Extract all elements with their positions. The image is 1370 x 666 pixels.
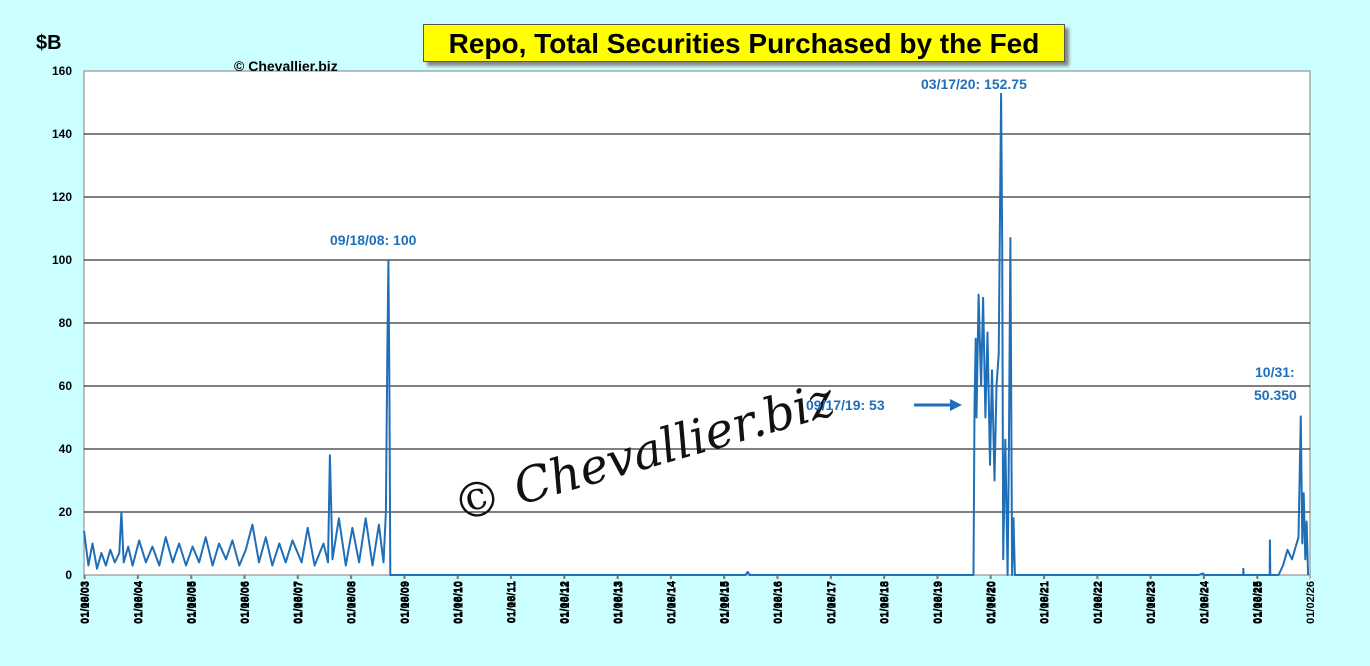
- x-tick-label: 01/10/04: [133, 580, 145, 624]
- y-tick-label: 100: [52, 253, 72, 267]
- x-tick-label: 01/10/20: [986, 581, 998, 624]
- x-tick-label: 01/10/17: [826, 581, 838, 624]
- x-tick-label: 01/02/24: [1198, 580, 1210, 624]
- x-tick-label: 01/06/05: [186, 581, 198, 624]
- x-tick-label: 01/02/04: [132, 580, 144, 624]
- x-tick-label: 01/06/20: [986, 581, 998, 624]
- x-tick-label: 01/06/25: [1252, 581, 1264, 624]
- y-axis-unit-label: $B: [36, 32, 62, 54]
- x-tick-label: 01/10/06: [240, 581, 252, 624]
- x-tick-label: 01/10/09: [400, 581, 412, 624]
- y-tick-label: 60: [59, 379, 73, 393]
- x-tick-label: 01/06/03: [80, 581, 92, 624]
- x-tick-label: 01/02/08: [345, 581, 357, 624]
- y-tick-label: 120: [52, 190, 72, 204]
- x-tick-label: 01/02/11: [505, 581, 517, 623]
- chart-title: Repo, Total Securities Purchased by the …: [423, 24, 1065, 62]
- x-tick-label: 01/02/18: [879, 581, 891, 624]
- x-tick-label: 01/02/17: [825, 581, 837, 624]
- x-tick-label: 01/10/14: [667, 580, 679, 624]
- x-tick-label: 01/06/13: [613, 581, 625, 624]
- x-tick-label: 01/06/23: [1146, 581, 1158, 624]
- x-tick-label: 01/02/14: [665, 580, 677, 624]
- x-tick-label: 01/10/10: [453, 581, 465, 624]
- x-tick-label: 01/10/18: [880, 581, 892, 624]
- x-tick-label: 01/02/05: [186, 581, 198, 624]
- x-tick-label: 01/06/19: [932, 581, 944, 624]
- annotation-2025-date: 10/31:: [1255, 364, 1295, 380]
- x-tick-label: 01/06/15: [719, 581, 731, 624]
- x-tick-label: 01/10/08: [347, 581, 359, 624]
- y-axis-tick-labels: 0 20 40 60 80 100 120 140 160: [52, 64, 72, 582]
- x-tick-label: 01/06/07: [293, 581, 305, 624]
- x-tick-label: 01/02/26: [1305, 581, 1317, 624]
- x-tick-label: 01/10/07: [293, 581, 305, 624]
- x-tick-label: 01/06/22: [1092, 581, 1104, 624]
- x-tick-label: 01/02/19: [932, 581, 944, 624]
- x-tick-label: 01/02/16: [772, 581, 784, 624]
- y-tick-label: 160: [52, 64, 72, 78]
- annotation-2019-spike: 09/17/19: 53: [806, 397, 885, 413]
- x-tick-label: 01/10/13: [613, 581, 625, 624]
- x-tick-label: 01/06/06: [240, 581, 252, 624]
- x-tick-label: 01/02/12: [559, 581, 571, 624]
- y-tick-label: 20: [59, 505, 73, 519]
- x-tick-label: 01/10/24: [1199, 580, 1211, 624]
- gridlines: [84, 133, 1310, 513]
- x-tick-label: 01/10/03: [80, 581, 92, 624]
- x-tick-label: 01/02/13: [612, 581, 624, 624]
- series-line-repo: [83, 92, 1310, 576]
- x-tick-label: 01/10/05: [187, 581, 199, 624]
- x-tick-label: 01/10/12: [560, 581, 572, 624]
- x-tick-label: 01/10/22: [1093, 581, 1105, 624]
- y-tick-label: 40: [59, 442, 73, 456]
- x-tick-label: 01/06/14: [666, 580, 678, 624]
- x-tick-label: 01/06/17: [826, 581, 838, 624]
- annotation-2025-value: 50.350: [1254, 387, 1297, 403]
- x-tick-label: 01/06/11: [506, 581, 518, 623]
- annotation-2020-peak: 03/17/20: 152.75: [921, 76, 1027, 92]
- x-tick-label: 01/02/15: [719, 581, 731, 624]
- x-tick-label: 01/02/09: [399, 581, 411, 624]
- x-tick-label: 01/02/06: [239, 581, 251, 624]
- copyright-text: © Chevallier.biz: [234, 58, 338, 74]
- x-tick-label: 01/06/24: [1199, 580, 1211, 624]
- x-tick-label: 01/02/22: [1092, 581, 1104, 624]
- y-tick-label: 0: [65, 568, 72, 582]
- x-tick-label: 01/06/12: [559, 581, 571, 624]
- x-tick-label: 01/06/10: [453, 581, 465, 624]
- y-tick-label: 80: [59, 316, 73, 330]
- x-tick-label: 01/02/03: [79, 581, 91, 624]
- x-tick-label: 01/02/07: [292, 581, 304, 624]
- x-tick-label: 01/10/19: [933, 581, 945, 624]
- x-tick-label: 01/06/21: [1039, 581, 1051, 624]
- x-tick-label: 01/10/15: [720, 581, 732, 624]
- x-tick-label: 01/02/20: [985, 581, 997, 624]
- annotation-2008-peak: 09/18/08: 100: [330, 232, 417, 248]
- x-tick-label: 01/02/25: [1252, 581, 1264, 624]
- x-tick-label: 01/06/08: [346, 581, 358, 624]
- x-tick-label: 01/06/04: [133, 580, 145, 624]
- x-tick-label: 01/06/16: [772, 581, 784, 624]
- x-tick-label: 01/06/18: [879, 581, 891, 624]
- x-tick-label: 01/02/21: [1039, 581, 1051, 624]
- x-tick-label: 01/06/09: [399, 581, 411, 624]
- x-tick-label: 01/10/25: [1253, 581, 1265, 624]
- y-tick-label: 140: [52, 127, 72, 141]
- x-tick-label: 01/02/23: [1145, 581, 1157, 624]
- arrow-09-17-19: [914, 399, 962, 411]
- x-tick-label: 01/10/23: [1146, 581, 1158, 624]
- x-tick-label: 01/02/10: [452, 581, 464, 624]
- x-tick-label: 01/10/21: [1040, 581, 1052, 624]
- x-tick-label: 01/10/16: [773, 581, 785, 624]
- x-tick-label: 01/10/11: [507, 581, 519, 623]
